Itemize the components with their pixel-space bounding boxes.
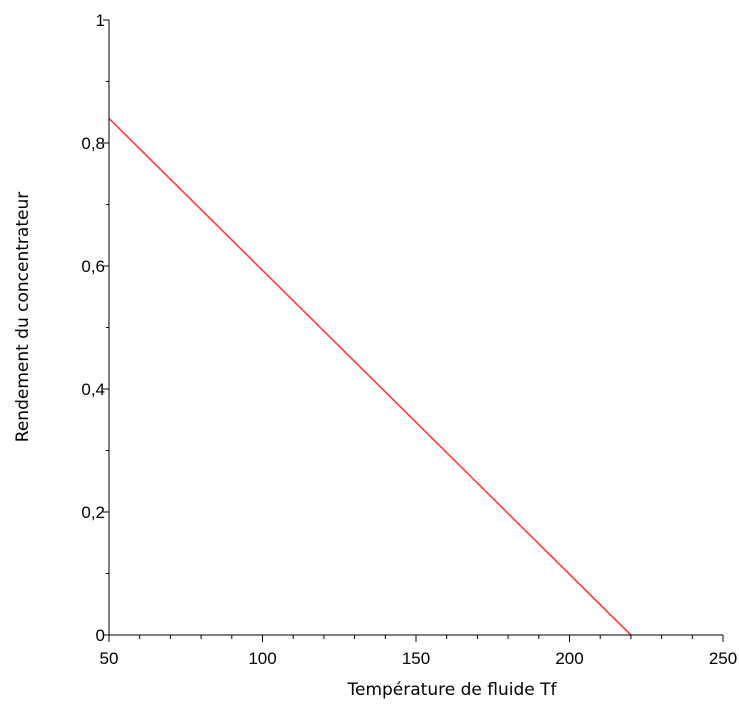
x-tick-label: 200: [555, 649, 583, 668]
x-tick-label: 150: [402, 649, 430, 668]
ticks-layer: 50 100 150 200 250 0 0,2 0,4 0,6 0,8 1: [81, 11, 737, 668]
y-tick-label: 0,8: [81, 134, 105, 153]
y-tick-label: 0,4: [81, 380, 105, 399]
y-axis-title: Rendement du concentrateur: [13, 192, 33, 442]
x-tick-label: 100: [248, 649, 276, 668]
y-tick-label: 0: [96, 626, 105, 645]
x-tick-label: 50: [100, 649, 119, 668]
series-line: [108, 117, 632, 636]
y-tick-label: 0,6: [81, 257, 105, 276]
x-tick-label: 250: [709, 649, 737, 668]
axes-layer: [108, 20, 723, 636]
series-layer: [108, 117, 632, 636]
y-tick-label: 1: [96, 11, 105, 30]
x-axis-title: Température de fluide Tf: [347, 680, 558, 700]
y-tick-label: 0,2: [81, 503, 105, 522]
